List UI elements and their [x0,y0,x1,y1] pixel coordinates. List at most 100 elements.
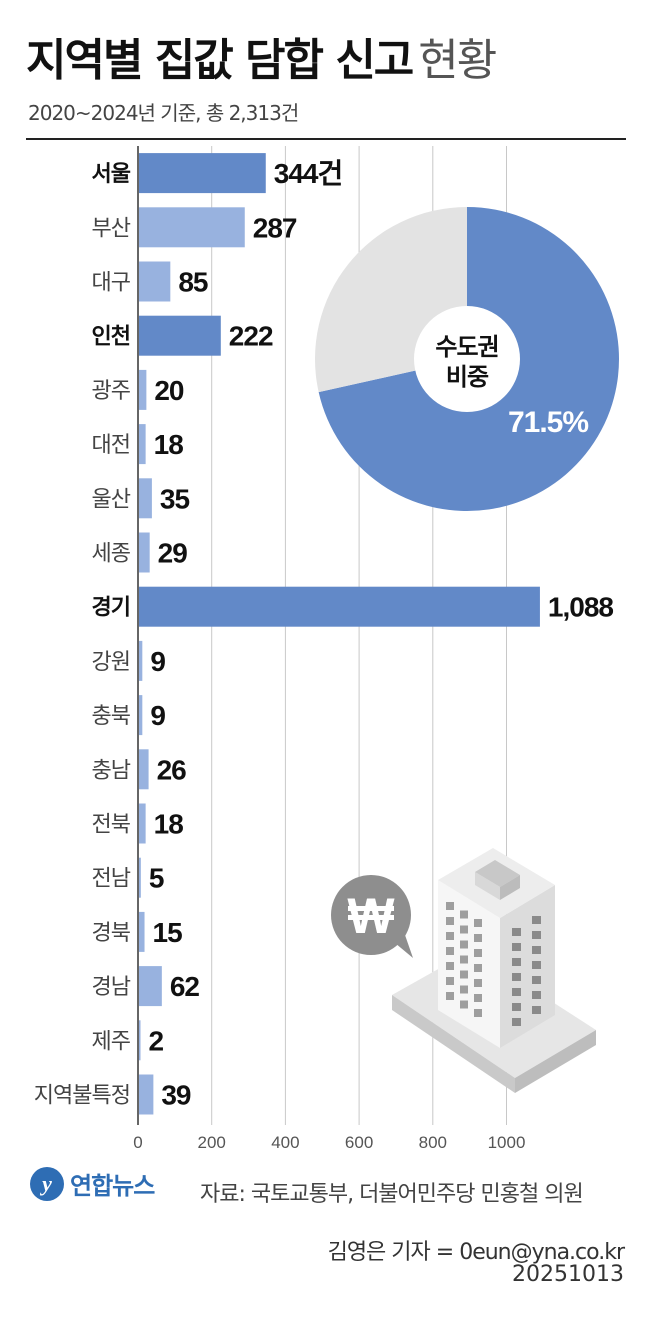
bar [139,911,145,952]
logo-text: 연합뉴스 [70,1172,155,1200]
category-label: 충남 [92,758,131,783]
window [474,919,482,927]
source-text: 자료: 국토교통부, 더불어민주당 민홍철 의원 [200,1182,584,1207]
bar [139,857,141,898]
won-speech-bubble-icon: W [331,875,413,958]
value-label: 29 [158,538,188,569]
bar [139,532,150,573]
category-label: 대구 [92,271,131,296]
window [460,910,468,919]
value-label: 344건 [274,158,342,189]
window [460,1000,468,1009]
category-label: 경기 [92,596,130,621]
category-label: 지역불특정 [34,1084,130,1109]
value-label: 1,088 [548,592,613,623]
window [532,916,541,924]
window [512,1003,521,1011]
date-text: 20251013 [512,1262,624,1287]
category-label: 서울 [92,162,131,187]
value-label: 9 [150,700,165,731]
window [474,964,482,972]
bar [139,966,162,1007]
category-label: 강원 [92,650,130,675]
credit-text: 김영은 기자 = 0eun@yna.co.kr [327,1240,625,1265]
window [474,979,482,987]
window [446,962,454,970]
value-label: 9 [150,646,165,677]
bar [139,1074,154,1115]
category-label: 울산 [92,487,131,512]
value-label: 18 [154,809,184,840]
window [512,973,521,981]
category-label: 전남 [92,867,131,892]
bar [139,749,149,790]
value-label: 20 [154,375,184,406]
window [512,943,521,951]
value-label: 35 [160,483,190,514]
window [460,970,468,979]
window [532,976,541,984]
window [532,1006,541,1014]
category-label: 광주 [92,379,131,404]
grid-lines: 0 200 400 600 800 1000 [133,146,525,1152]
bar [139,1020,141,1061]
value-label: 5 [149,863,164,894]
value-label: 85 [178,267,208,298]
category-label: 충북 [92,704,131,729]
category-label: 제주 [92,1029,131,1054]
value-label: 15 [153,917,183,948]
window [446,947,454,955]
title-bold: 지역별 집값 담합 신고 [26,35,414,86]
window [446,932,454,940]
window [446,977,454,985]
value-label: 222 [229,321,273,352]
window [532,931,541,939]
category-label: 대전 [92,433,130,458]
window [512,928,521,936]
category-label: 인천 [92,325,130,350]
bar [139,153,266,194]
window [474,994,482,1002]
x-tick-label: 0 [133,1133,142,1152]
donut-center-label: 수도권 [435,333,498,361]
window [460,985,468,994]
window [460,955,468,964]
value-label: 39 [161,1080,191,1111]
bar [139,803,146,844]
apartment-building-icon [392,848,596,1093]
window [446,992,454,1000]
value-label: 2 [149,1025,164,1056]
category-label: 경남 [92,975,131,1000]
value-label: 18 [154,429,184,460]
x-tick-label: 600 [345,1133,373,1152]
category-label: 경북 [92,921,131,946]
x-tick-label: 1000 [488,1133,526,1152]
window [446,917,454,925]
title-light: 현황 [418,35,497,86]
category-label: 세종 [92,542,131,567]
window [532,946,541,954]
bar [139,207,245,248]
bar [139,640,143,681]
bar [139,586,540,627]
pie-percent-label: 71.5% [508,406,588,439]
window [474,934,482,942]
x-tick-label: 400 [271,1133,299,1152]
category-label: 전북 [92,813,131,838]
yonhap-logo: y 연합뉴스 [30,1166,155,1201]
value-label: 62 [170,971,200,1002]
donut-center-label: 비중 [446,363,489,391]
window [474,949,482,957]
window [460,940,468,949]
window [460,925,468,934]
bar [139,315,221,356]
window [512,1018,521,1026]
value-label: 26 [157,754,187,785]
page-title: 지역별 집값 담합 신고 현황 [26,24,497,88]
bar [139,478,152,519]
window [532,991,541,999]
window [532,961,541,969]
top-divider [26,138,626,140]
